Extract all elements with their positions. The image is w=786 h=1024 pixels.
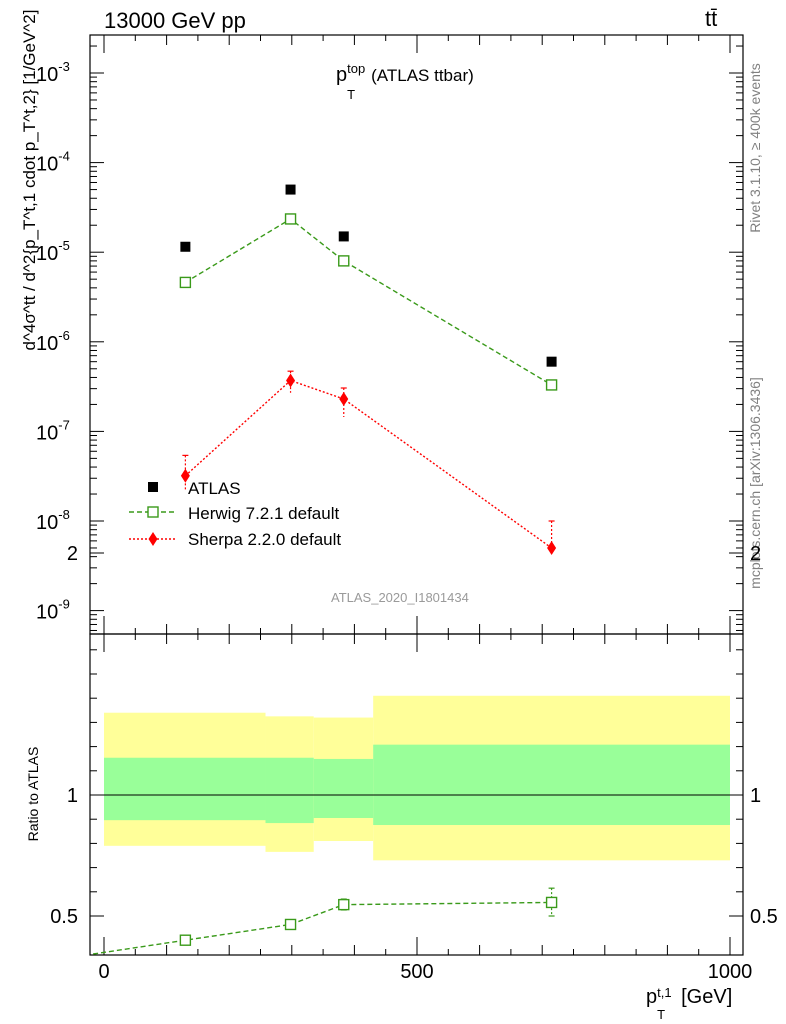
upper-y-tick-label: 10-6 <box>36 328 70 355</box>
title-subscript: T <box>347 87 356 102</box>
ratio-herwig-point <box>179 934 192 946</box>
ratio-panel: 0 500 1000 0.5 0.5 1 1 2 2 <box>50 543 778 983</box>
legend-herwig-label: Herwig 7.2.1 default <box>188 504 339 523</box>
ratio-herwig-line <box>93 901 552 955</box>
x-tick-label: 0 <box>98 961 109 983</box>
upper-y-tick-exponent: -7 <box>58 417 70 432</box>
uncertainty-band-inner-3 <box>373 744 730 826</box>
analysis-watermark: ATLAS_2020_I1801434 <box>331 590 469 605</box>
herwig-point <box>545 379 558 391</box>
herwig-point <box>179 276 192 289</box>
title-rest: (ATLAS ttbar) <box>371 66 474 85</box>
uncertainty-band-inner-1 <box>265 757 314 824</box>
ratio-y-tick-label-right: 2 <box>750 543 761 565</box>
herwig-line <box>185 218 552 386</box>
ratio-y-tick-label-right: 1 <box>750 785 761 807</box>
upper-y-tick-label: 10-7 <box>36 417 70 444</box>
xlabel-superscript: t,1 <box>657 985 672 1000</box>
upper-y-tick-label: 10-9 <box>36 597 70 624</box>
energy-label: 13000 GeV pp <box>104 8 246 33</box>
ratio-y-tick-label-left: 0.5 <box>50 906 78 928</box>
upper-y-tick-exponent: -5 <box>58 238 70 253</box>
ratio-y-tick-label-left: 1 <box>67 785 78 807</box>
atlas-point <box>285 184 296 195</box>
herwig-point <box>338 255 350 267</box>
ratio-herwig-point <box>284 918 297 931</box>
upper-y-tick-label: 10-8 <box>36 507 70 534</box>
title-main: p <box>336 64 348 86</box>
uncertainty-band-inner-0 <box>104 757 266 821</box>
legend-atlas-label: ATLAS <box>188 479 241 498</box>
upper-y-tick-exponent: -4 <box>58 149 70 164</box>
atlas-point <box>546 356 557 367</box>
sherpa-point <box>180 468 190 483</box>
ratio-herwig-point <box>545 896 558 909</box>
x-tick-label: 500 <box>400 961 433 983</box>
upper-panel: 10-3 10-4 10-5 10-6 10-7 10-8 10-9 ATLAS Herwig … <box>36 34 744 635</box>
legend-herwig-marker <box>147 506 159 518</box>
legend: ATLAS Herwig 7.2.1 default Sherpa 2.2.0 de… <box>129 479 341 549</box>
xlabel-subscript: T <box>657 1007 666 1022</box>
ratio-y-tick-label-right: 0.5 <box>750 906 778 928</box>
ratio-y-tick-label-left: 2 <box>67 543 78 565</box>
process-label: tt̄ <box>705 6 718 31</box>
sherpa-point <box>339 391 349 406</box>
legend-sherpa-marker <box>148 532 158 546</box>
xlabel-main: p <box>646 986 658 1008</box>
upper-y-tick-exponent: -3 <box>58 59 70 74</box>
title-superscript: top <box>347 61 366 76</box>
herwig-point <box>284 213 297 225</box>
legend-atlas-marker <box>148 482 158 492</box>
x-axis-label: p t,1 T [GeV] <box>646 985 733 1022</box>
x-tick-label: 1000 <box>708 961 753 983</box>
sherpa-point <box>286 373 296 388</box>
upper-y-tick-exponent: -6 <box>58 328 70 343</box>
legend-sherpa-label: Sherpa 2.2.0 default <box>188 530 341 549</box>
atlas-point <box>338 231 349 242</box>
atlas-point <box>180 241 191 252</box>
upper-y-tick-exponent: -8 <box>58 507 70 522</box>
uncertainty-band-inner-2 <box>313 758 374 818</box>
upper-y-tick-label: 10-3 <box>36 59 70 86</box>
plot-title: p top T (ATLAS ttbar) <box>336 61 474 102</box>
upper-y-tick-exponent: -9 <box>58 597 70 612</box>
ratio-herwig-point <box>338 898 350 911</box>
sherpa-point <box>547 540 557 555</box>
upper-y-tick-label: 10-4 <box>36 149 70 176</box>
upper-y-tick-label: 10-5 <box>36 238 70 265</box>
xlabel-unit: [GeV] <box>681 986 733 1008</box>
